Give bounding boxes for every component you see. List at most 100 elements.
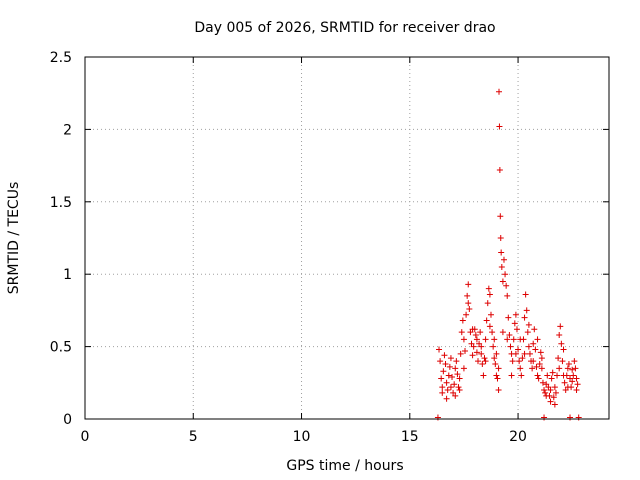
data-point xyxy=(524,329,531,336)
data-point xyxy=(496,88,503,95)
data-point xyxy=(463,311,470,318)
data-point xyxy=(465,300,472,307)
data-point xyxy=(489,329,496,336)
data-point xyxy=(523,307,530,314)
data-point xyxy=(495,387,502,394)
y-axis-label: SRMTID / TECUs xyxy=(6,182,22,295)
data-point xyxy=(550,394,557,401)
data-point xyxy=(538,365,545,372)
data-point xyxy=(511,320,518,327)
data-point xyxy=(534,336,541,343)
data-point xyxy=(441,352,448,359)
data-point xyxy=(571,358,578,365)
data-point xyxy=(512,311,519,318)
data-point xyxy=(469,326,476,333)
data-point xyxy=(485,285,492,292)
data-point xyxy=(556,365,563,372)
data-point xyxy=(449,374,456,381)
data-point xyxy=(493,350,500,357)
data-point xyxy=(469,352,476,359)
x-tick-label: 10 xyxy=(293,429,311,445)
data-point xyxy=(522,291,529,298)
grid-layer xyxy=(85,57,609,419)
data-point xyxy=(446,363,453,370)
data-point xyxy=(573,387,580,394)
data-point xyxy=(548,375,555,382)
data-point xyxy=(504,292,511,299)
data-point xyxy=(563,372,570,379)
data-point xyxy=(459,317,466,324)
data-point xyxy=(486,323,493,330)
data-point xyxy=(517,336,524,343)
data-point xyxy=(502,271,509,278)
data-point xyxy=(529,365,536,372)
data-point xyxy=(457,350,464,357)
data-point xyxy=(547,387,554,394)
data-point xyxy=(516,358,523,365)
data-point xyxy=(530,358,537,365)
data-point xyxy=(491,355,498,362)
data-point xyxy=(549,369,556,376)
data-point xyxy=(455,384,462,391)
data-point xyxy=(554,372,561,379)
data-point xyxy=(492,360,499,367)
data-point xyxy=(555,355,562,362)
data-point xyxy=(477,329,484,336)
data-point xyxy=(534,372,541,379)
data-point xyxy=(510,336,517,343)
chart-title: Day 005 of 2026, SRMTID for receiver dra… xyxy=(194,20,495,36)
data-point xyxy=(530,340,537,347)
data-point xyxy=(544,372,551,379)
data-point xyxy=(574,381,581,388)
data-point xyxy=(497,235,504,241)
data-point xyxy=(572,365,579,372)
data-point xyxy=(507,343,514,350)
data-point xyxy=(444,387,451,394)
data-point xyxy=(509,358,516,365)
data-point xyxy=(456,375,463,382)
data-point xyxy=(498,249,505,256)
data-point xyxy=(440,368,447,375)
data-point xyxy=(525,321,532,328)
data-point xyxy=(493,372,500,379)
data-point xyxy=(454,371,461,378)
data-point xyxy=(567,414,574,421)
data-point xyxy=(560,346,567,353)
data-point xyxy=(483,317,490,324)
data-point xyxy=(570,372,577,379)
data-point xyxy=(487,311,494,318)
data-point xyxy=(533,363,540,370)
plot-area-frame xyxy=(84,56,610,420)
data-point xyxy=(456,387,463,394)
data-point xyxy=(556,332,563,339)
data-point xyxy=(445,372,452,379)
data-point xyxy=(532,346,539,353)
data-point xyxy=(478,350,485,357)
data-point xyxy=(480,372,487,379)
y-tick-label: 0.5 xyxy=(50,340,72,356)
x-tick-label: 5 xyxy=(189,429,198,445)
data-point xyxy=(453,358,460,365)
data-point xyxy=(526,350,533,357)
x-tick-label: 20 xyxy=(509,429,527,445)
data-point xyxy=(521,314,528,321)
data-point xyxy=(513,326,520,333)
data-point xyxy=(452,365,459,372)
data-point xyxy=(495,365,502,372)
data-point xyxy=(517,365,524,372)
data-point xyxy=(558,340,565,347)
data-point xyxy=(518,372,525,379)
data-point xyxy=(437,358,444,365)
data-point xyxy=(436,346,443,353)
data-point xyxy=(547,398,554,405)
data-point xyxy=(499,329,506,336)
data-point xyxy=(473,336,480,343)
data-point xyxy=(515,346,522,353)
data-point xyxy=(508,372,515,379)
data-point xyxy=(464,292,471,299)
data-point xyxy=(498,263,505,270)
y-tick-label: 0 xyxy=(63,412,72,428)
data-point xyxy=(552,389,559,396)
data-point xyxy=(484,300,491,307)
data-point xyxy=(439,389,446,396)
